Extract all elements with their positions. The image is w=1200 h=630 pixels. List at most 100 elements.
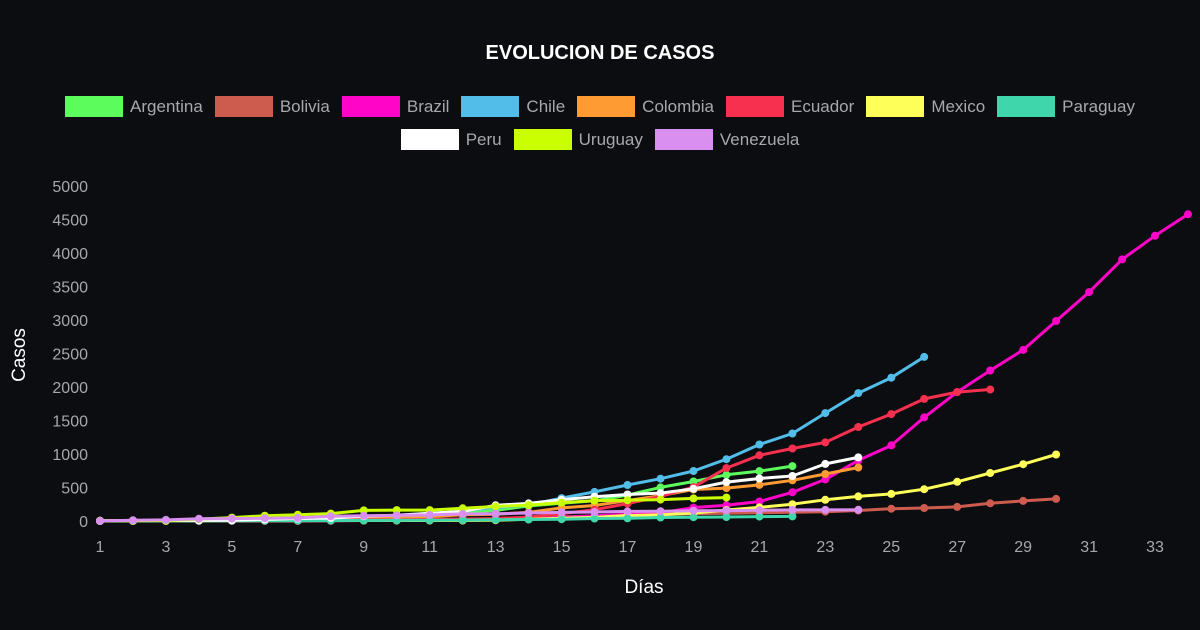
data-point[interactable] bbox=[788, 429, 797, 438]
data-point[interactable] bbox=[524, 509, 533, 517]
data-point[interactable] bbox=[326, 512, 335, 521]
data-point[interactable] bbox=[590, 514, 599, 523]
legend-item-brazil[interactable]: Brazil bbox=[341, 96, 449, 117]
data-point[interactable] bbox=[854, 463, 863, 472]
data-point[interactable] bbox=[887, 504, 896, 513]
data-point[interactable] bbox=[821, 495, 830, 504]
data-point[interactable] bbox=[1019, 345, 1028, 354]
data-point[interactable] bbox=[788, 500, 797, 509]
data-point[interactable] bbox=[1052, 450, 1061, 459]
data-point[interactable] bbox=[1151, 231, 1159, 240]
data-point[interactable] bbox=[722, 513, 731, 521]
data-point[interactable] bbox=[623, 507, 632, 516]
data-point[interactable] bbox=[129, 516, 137, 525]
data-point[interactable] bbox=[524, 501, 533, 510]
data-point[interactable] bbox=[227, 514, 236, 523]
legend-item-mexico[interactable]: Mexico bbox=[866, 96, 985, 117]
data-point[interactable] bbox=[590, 496, 599, 505]
data-point[interactable] bbox=[161, 515, 170, 524]
data-point[interactable] bbox=[854, 389, 863, 398]
data-point[interactable] bbox=[788, 512, 797, 521]
data-point[interactable] bbox=[755, 480, 764, 489]
data-point[interactable] bbox=[821, 438, 830, 447]
data-point[interactable] bbox=[491, 509, 500, 518]
data-point[interactable] bbox=[557, 498, 566, 507]
data-point[interactable] bbox=[656, 474, 665, 483]
data-point[interactable] bbox=[821, 459, 830, 468]
data-point[interactable] bbox=[656, 483, 665, 492]
data-point[interactable] bbox=[194, 514, 203, 523]
data-point[interactable] bbox=[821, 505, 830, 514]
data-point[interactable] bbox=[1184, 210, 1192, 219]
data-point[interactable] bbox=[359, 511, 368, 520]
data-point[interactable] bbox=[755, 467, 764, 476]
data-point[interactable] bbox=[722, 493, 731, 502]
data-point[interactable] bbox=[821, 470, 830, 478]
data-point[interactable] bbox=[755, 451, 764, 460]
data-point[interactable] bbox=[722, 484, 731, 493]
data-point[interactable] bbox=[491, 502, 500, 511]
data-point[interactable] bbox=[1052, 317, 1061, 325]
data-point[interactable] bbox=[788, 472, 797, 480]
data-point[interactable] bbox=[722, 455, 731, 464]
data-point[interactable] bbox=[887, 373, 896, 382]
data-point[interactable] bbox=[722, 464, 731, 473]
data-point[interactable] bbox=[491, 515, 500, 524]
data-point[interactable] bbox=[722, 506, 731, 515]
data-point[interactable] bbox=[986, 499, 995, 508]
data-point[interactable] bbox=[920, 394, 929, 403]
legend-item-uruguay[interactable]: Uruguay bbox=[513, 129, 643, 150]
legend-item-peru[interactable]: Peru bbox=[400, 129, 502, 150]
data-point[interactable] bbox=[986, 366, 995, 375]
data-point[interactable] bbox=[689, 494, 698, 503]
data-point[interactable] bbox=[854, 492, 863, 501]
data-point[interactable] bbox=[260, 514, 269, 523]
data-point[interactable] bbox=[920, 485, 929, 494]
data-point[interactable] bbox=[656, 513, 665, 522]
data-point[interactable] bbox=[953, 388, 962, 397]
data-point[interactable] bbox=[755, 474, 764, 483]
data-point[interactable] bbox=[788, 488, 797, 497]
data-point[interactable] bbox=[689, 477, 698, 486]
data-point[interactable] bbox=[755, 512, 764, 521]
data-point[interactable] bbox=[96, 516, 104, 525]
data-point[interactable] bbox=[887, 489, 896, 498]
data-point[interactable] bbox=[689, 506, 698, 515]
data-point[interactable] bbox=[1118, 255, 1127, 264]
data-point[interactable] bbox=[1019, 460, 1028, 469]
data-point[interactable] bbox=[293, 513, 302, 522]
data-point[interactable] bbox=[887, 441, 896, 450]
data-point[interactable] bbox=[1052, 494, 1061, 503]
data-point[interactable] bbox=[953, 477, 962, 486]
data-point[interactable] bbox=[887, 410, 896, 419]
data-point[interactable] bbox=[788, 444, 797, 453]
data-point[interactable] bbox=[557, 508, 566, 517]
data-point[interactable] bbox=[755, 506, 764, 515]
data-point[interactable] bbox=[458, 516, 467, 525]
data-point[interactable] bbox=[821, 409, 830, 418]
legend-item-colombia[interactable]: Colombia bbox=[577, 96, 714, 117]
data-point[interactable] bbox=[689, 467, 698, 475]
data-point[interactable] bbox=[623, 496, 632, 505]
legend-item-paraguay[interactable]: Paraguay bbox=[997, 96, 1135, 117]
data-point[interactable] bbox=[1085, 288, 1094, 297]
data-point[interactable] bbox=[788, 505, 797, 514]
data-point[interactable] bbox=[755, 497, 764, 506]
data-point[interactable] bbox=[722, 470, 731, 479]
data-point[interactable] bbox=[524, 515, 533, 524]
data-point[interactable] bbox=[656, 507, 665, 516]
data-point[interactable] bbox=[920, 504, 929, 512]
data-point[interactable] bbox=[656, 495, 665, 504]
data-point[interactable] bbox=[623, 481, 632, 489]
data-point[interactable] bbox=[986, 469, 995, 477]
data-point[interactable] bbox=[689, 484, 698, 493]
data-point[interactable] bbox=[425, 510, 434, 519]
data-point[interactable] bbox=[1019, 496, 1028, 505]
data-point[interactable] bbox=[920, 352, 929, 361]
legend-item-bolivia[interactable]: Bolivia bbox=[214, 96, 330, 117]
data-point[interactable] bbox=[920, 413, 929, 422]
data-point[interactable] bbox=[953, 502, 962, 511]
legend-item-chile[interactable]: Chile bbox=[461, 96, 565, 117]
data-point[interactable] bbox=[623, 490, 632, 499]
data-point[interactable] bbox=[590, 508, 599, 516]
